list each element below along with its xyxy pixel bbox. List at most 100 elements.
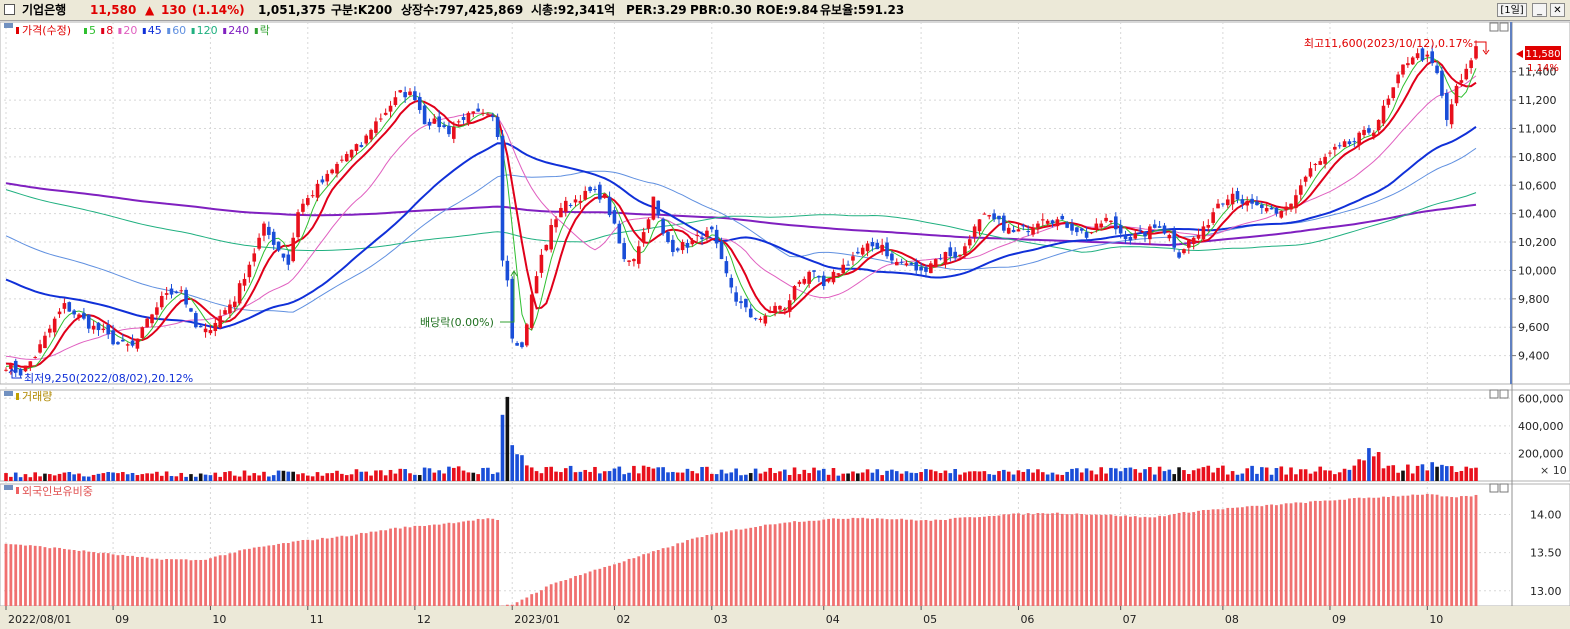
foreign-ratio-bar: [1051, 513, 1054, 606]
foreign-ratio-bar: [1124, 515, 1127, 606]
foreign-ratio-bar: [97, 553, 100, 606]
volume-bar: [856, 473, 860, 481]
minimize-button[interactable]: _: [1532, 3, 1547, 17]
volume-bar: [1415, 465, 1420, 481]
candle: [13, 360, 18, 373]
foreign-ratio-bar: [228, 553, 232, 606]
volume-panel-close-icon[interactable]: [1499, 389, 1509, 399]
panel-handle-icon[interactable]: [4, 391, 13, 396]
foreign-ratio-bar: [647, 553, 650, 606]
candle: [568, 204, 573, 206]
volume-bar: [1079, 472, 1084, 481]
foreign-ratio-bar: [48, 548, 52, 606]
foreign-panel-close-icon[interactable]: [1499, 483, 1509, 493]
candle: [413, 91, 417, 101]
foreign-ratio-bar: [836, 518, 840, 606]
volume-bar: [72, 474, 76, 481]
candle: [262, 223, 266, 236]
volume-bar: [130, 472, 135, 481]
candle: [1211, 212, 1215, 223]
candle: [242, 278, 247, 286]
volume-bar: [4, 473, 8, 481]
foreign-ratio-bar: [1309, 501, 1312, 606]
candle: [383, 112, 388, 115]
candle: [885, 242, 889, 257]
foreign-ratio-bar: [1372, 497, 1376, 606]
price-panel-close-icon[interactable]: [1499, 22, 1509, 32]
volume-bar: [1298, 469, 1303, 481]
foreign-ratio-bar: [846, 518, 850, 606]
stock-name: 기업은행: [22, 3, 67, 17]
candle: [116, 342, 120, 345]
candle: [967, 239, 972, 246]
price-change: 130: [161, 3, 187, 17]
foreign-ratio-bar: [106, 553, 110, 606]
foreign-ratio-bar: [1017, 513, 1020, 606]
volume-panel-minimize-icon[interactable]: [1489, 389, 1499, 399]
volume-bar: [1109, 467, 1113, 481]
candle: [1454, 85, 1459, 104]
foreign-ratio-bar: [481, 519, 485, 606]
candle: [661, 218, 665, 234]
candle: [539, 254, 544, 273]
x-axis-label: 04: [826, 613, 840, 626]
foreign-ratio-bar: [9, 544, 13, 606]
panel-handle-icon[interactable]: [4, 23, 13, 28]
candle: [627, 260, 631, 262]
foreign-ratio-bar: [267, 545, 271, 606]
volume-bar: [184, 476, 188, 481]
volume-bar: [748, 473, 753, 481]
volume-bar: [1357, 459, 1361, 481]
panel-handle-icon[interactable]: [4, 485, 13, 490]
foreign-ratio-bar: [588, 571, 592, 606]
candle: [140, 327, 145, 338]
candle: [671, 239, 675, 252]
price-panel-minimize-icon[interactable]: [1489, 22, 1499, 32]
volume-bar: [929, 469, 933, 481]
x-axis-label: 07: [1123, 613, 1137, 626]
candle: [505, 260, 510, 281]
candle: [982, 213, 987, 215]
foreign-ratio-bar: [929, 520, 933, 606]
volume-bar: [150, 473, 154, 481]
foreign-ratio-bar: [1206, 509, 1210, 606]
foreign-ratio-bar: [1221, 509, 1225, 606]
candle: [641, 232, 646, 243]
legend-item: 5: [89, 24, 96, 37]
foreign-ratio-bar: [1474, 494, 1478, 606]
foreign-ratio-bar: [1416, 494, 1419, 606]
candle: [1435, 65, 1439, 74]
volume-bar: [963, 472, 967, 481]
close-button[interactable]: ✕: [1550, 3, 1565, 17]
foreign-ratio-bar: [939, 519, 942, 606]
candle: [471, 111, 476, 114]
candle: [296, 212, 300, 238]
candle: [442, 125, 446, 128]
candle: [344, 154, 349, 162]
candle: [865, 243, 870, 252]
foreign-ratio-bar: [695, 537, 699, 606]
volume-bar: [437, 470, 442, 481]
period-button[interactable]: [1일]: [1497, 3, 1527, 17]
price-y-tick: 9,400: [1518, 350, 1550, 363]
foreign-ratio-bar: [603, 567, 607, 606]
candle: [1274, 207, 1279, 214]
volume-bar: [651, 468, 656, 481]
foreign-ratio-bar: [773, 524, 777, 606]
candle: [456, 121, 461, 123]
volume-bar: [1055, 474, 1060, 481]
select-checkbox[interactable]: [4, 4, 15, 15]
foreign-ratio-bar: [953, 517, 957, 606]
x-axis-label: 10: [212, 613, 226, 626]
foreign-ratio-bar: [807, 520, 811, 606]
volume-bar: [924, 469, 928, 481]
foreign-ratio-bar: [418, 525, 422, 606]
foreign-panel-minimize-icon[interactable]: [1489, 483, 1499, 493]
foreign-ratio-bar: [1187, 512, 1191, 606]
candle: [1128, 236, 1133, 241]
candle: [121, 339, 125, 342]
foreign-ratio-bar: [1046, 513, 1050, 606]
foreign-ratio-bar: [316, 539, 319, 606]
candle: [1182, 249, 1186, 254]
